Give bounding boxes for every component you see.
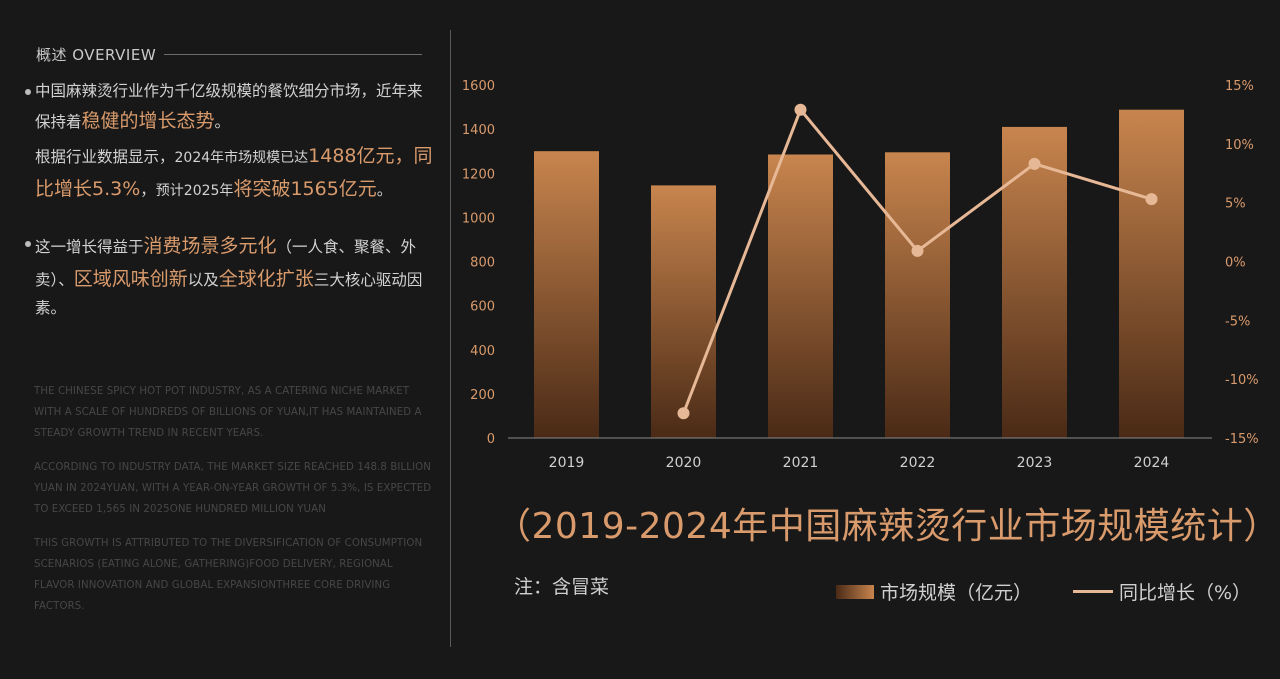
english-paragraph-1: THE CHINESE SPICY HOT POT INDUSTRY, AS A…: [34, 386, 422, 439]
highlight-text: 将突破1565亿元: [233, 177, 377, 200]
chart-title: （2019-2024年中国麻辣烫行业市场规模统计）: [495, 506, 1280, 547]
legend-bar-swatch: [836, 584, 874, 599]
overview-title: 概述 OVERVIEW: [36, 46, 157, 64]
growth-point-2023: [1028, 157, 1041, 170]
right-tick-label: 0%: [1225, 256, 1246, 271]
bullet-dot-2: [25, 241, 31, 247]
left-tick-label: 1600: [462, 79, 495, 94]
right-axis: 15% 10% 5% 0% -5% -10% -15%: [1225, 79, 1259, 447]
highlight-text: 1488亿元，同比增长5.3%: [35, 145, 433, 200]
left-tick-label: 400: [470, 344, 495, 359]
body-text: 预计2025年: [155, 182, 234, 199]
x-tick-label: 2019: [549, 455, 585, 471]
vertical-divider: [450, 30, 451, 647]
growth-point-2021: [794, 103, 807, 116]
right-tick-label: -10%: [1225, 373, 1259, 388]
chart-note: 注：含冒菜: [514, 576, 610, 598]
legend-bar-label: 市场规模（亿元）: [880, 582, 1033, 604]
left-tick-label: 1000: [462, 211, 495, 226]
bar-2019: [534, 151, 599, 438]
highlight-text: 稳健的增长态势: [81, 109, 215, 132]
left-tick-label: 0: [487, 432, 495, 447]
growth-point-2022: [911, 244, 924, 257]
bar-2022: [885, 152, 950, 438]
x-tick-label: 2022: [900, 455, 936, 471]
left-tick-label: 1200: [462, 167, 495, 182]
legend-item-line: 同比增长（%）: [1073, 578, 1251, 605]
x-axis: 2019 2020 2021 2022 2023 2024: [549, 455, 1170, 471]
overview-paragraph-3: 这一增长得益于消费场景多元化（一人食、聚餐、外卖）、区域风味创新以及全球化扩张三…: [35, 230, 435, 322]
body-text: 三大核心驱动因素。: [35, 270, 423, 318]
body-text: 中国麻辣烫行业作为千亿级规模的餐饮细分市场，近年来保持着: [35, 82, 423, 131]
right-tick-label: 15%: [1225, 79, 1254, 94]
left-tick-label: 800: [470, 256, 495, 271]
x-tick-label: 2021: [783, 455, 819, 471]
market-size-chart: 0 200 400 600 800 1000 1200 1400 1600 15% 10% 5% 0%…: [462, 79, 1259, 471]
bar-2020: [651, 185, 716, 438]
highlight-text: 区域风味创新: [73, 267, 188, 290]
body-text: 。: [214, 112, 231, 131]
overview-header: 概述 OVERVIEW: [36, 44, 422, 65]
body-text: 这一增长得益于: [35, 238, 144, 256]
overview-paragraph-2: 根据行业数据显示，2024年市场规模已达1488亿元，同比增长5.3%，预计20…: [35, 140, 435, 205]
right-tick-label: -15%: [1225, 432, 1259, 447]
legend-item-bar: 市场规模（亿元）: [836, 578, 1032, 605]
right-tick-label: -5%: [1225, 314, 1250, 329]
growth-line-series: [677, 103, 1158, 420]
left-tick-label: 200: [470, 388, 495, 403]
english-paragraph-2: ACCORDING TO INDUSTRY DATA, THE MARKET S…: [34, 462, 432, 515]
right-tick-label: 5%: [1225, 197, 1246, 212]
legend-line-swatch: [1073, 590, 1113, 593]
right-tick-label: 10%: [1225, 138, 1254, 153]
body-text: 以及: [187, 270, 219, 289]
overview-panel: 概述 OVERVIEW 中国麻辣烫行业作为千亿级规模的餐饮细分市场，近年来保持着…: [0, 0, 450, 679]
bullet-dot-1: [25, 89, 31, 95]
bar-2024: [1119, 109, 1184, 439]
bar-2021: [768, 154, 833, 438]
x-tick-label: 2023: [1017, 455, 1053, 471]
growth-point-2024: [1145, 193, 1158, 206]
left-tick-label: 1400: [462, 123, 495, 138]
highlight-text: 全球化扩张: [218, 267, 314, 290]
body-text: 。: [376, 180, 393, 199]
body-text: ，: [140, 180, 156, 199]
legend-line-label: 同比增长（%）: [1119, 582, 1252, 604]
english-paragraph-3: THIS GROWTH IS ATTRIBUTED TO THE DIVERSI…: [34, 538, 423, 612]
body-text: （一人食、聚餐、外卖）、: [35, 238, 417, 289]
overview-rule: [164, 54, 422, 55]
left-axis: 0 200 400 600 800 1000 1200 1400 1600: [462, 79, 495, 447]
overview-paragraph-1: 中国麻辣烫行业作为千亿级规模的餐饮细分市场，近年来保持着稳健的增长态势。: [35, 78, 435, 137]
body-text: 2024年市场规模已达: [174, 150, 309, 166]
x-tick-label: 2020: [666, 455, 702, 471]
x-tick-label: 2024: [1134, 455, 1170, 471]
body-text: 根据行业数据显示，: [35, 148, 175, 166]
bar-2023: [1002, 126, 1067, 438]
left-tick-label: 600: [470, 300, 495, 315]
highlight-text: 消费场景多元化: [143, 235, 277, 257]
growth-point-2020: [677, 407, 690, 420]
bar-series: [534, 109, 1184, 439]
